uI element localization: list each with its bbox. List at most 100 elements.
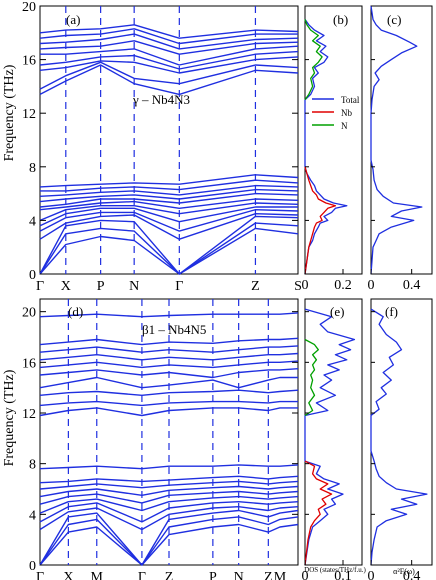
panel-d-kpoint-label-0: Γ [36, 570, 44, 580]
panel-b-frame [304, 5, 363, 275]
panel-f-xtick-label-0: 0 [368, 569, 375, 580]
panel-a-branch-9 [39, 188, 299, 203]
panel-a-ytick-label-4: 16 [22, 54, 36, 69]
panel-a-branch-5 [39, 206, 298, 227]
panel-b-curve-2 [304, 19, 323, 101]
panel-a-dispersion: 0 4 8 12 16 20 Γ X P N Γ Z S [22, 0, 302, 294]
panel-a-branch-6 [39, 202, 299, 222]
panel-a-ytick-label-3: 12 [22, 107, 36, 122]
panel-b-label: (b) [333, 12, 348, 27]
panel-a-branch-16 [39, 50, 299, 70]
panel-d-branch-1 [39, 516, 299, 566]
panel-d-kpoint-label-6: N [234, 570, 244, 580]
panel-a-branch-21 [39, 24, 299, 39]
panel-a-kpoint-label-0: Γ [36, 279, 44, 294]
panel-f-curve-0 [370, 308, 428, 566]
panel-c-label: (c) [387, 12, 401, 27]
panel-a-ytick-label-2: 8 [29, 161, 36, 176]
panel-d-ytick-label-3: 12 [22, 407, 36, 422]
panel-d-branch-2 [39, 509, 299, 566]
panel-f-xtick-label-1: 0.4 [403, 569, 421, 580]
ylabel-top: Frequency (THz) [2, 64, 17, 161]
panel-b-xtick-label-1: 0.2 [334, 278, 352, 293]
panel-a-kpoint-label-6: S [294, 279, 302, 294]
legend-nb-label: Nb [341, 108, 352, 118]
panel-d-ytick-label-5: 20 [22, 306, 36, 321]
panel-d-branch-15 [39, 368, 299, 379]
panel-a-branch-1 [39, 222, 299, 275]
panel-d-annotation: β1 – Nb4N5 [142, 322, 206, 337]
panel-a-annotation: γ – Nb4N3 [132, 92, 190, 107]
panel-d-ytick-label-1: 4 [29, 508, 36, 523]
panel-d-branch-18 [39, 345, 299, 353]
panel-a-branch-0 [39, 227, 299, 275]
panel-a-branch-14 [39, 61, 299, 90]
panel-a-branch-8 [39, 192, 299, 208]
panel-d-branch-6 [39, 490, 299, 505]
panel-a-branch-10 [39, 184, 299, 197]
panel-a-branch-3 [39, 212, 299, 240]
panel-e-xtick-label-1: 0.1 [334, 569, 352, 580]
dos-xlabel: DOS (states/THz/f.u.) [304, 566, 366, 574]
panel-a-kpoint-label-1: X [61, 279, 71, 294]
panel-d-branch-3 [39, 506, 299, 531]
panel-c-eliashberg: 0 0.4 [368, 5, 433, 293]
panel-f-label: (f) [385, 304, 398, 319]
panel-a-ytick-label-5: 20 [22, 0, 36, 15]
panel-a-branch-2 [39, 215, 299, 275]
panel-a-label: (a) [66, 12, 80, 27]
panel-a-branch-20 [39, 28, 298, 45]
panel-a-ytick-label-1: 4 [29, 214, 36, 229]
panel-d-branch-10 [39, 464, 299, 470]
panel-d-branch-0 [39, 523, 299, 566]
panel-d-branch-11 [39, 407, 298, 417]
panel-a-kpoint-label-5: Z [251, 279, 260, 294]
panel-d-ytick-label-2: 8 [29, 458, 36, 473]
panel-d-kpoint-label-1: X [63, 570, 73, 580]
legend: Total Nb N [312, 95, 360, 131]
panel-d-branch-8 [39, 480, 299, 490]
legend-n-label: N [341, 121, 348, 131]
panel-a-branch-4 [39, 208, 299, 232]
panel-d-branch-9 [39, 475, 299, 484]
panel-a-kpoint-label-4: Γ [175, 279, 183, 294]
panel-a-kpoint-label-2: P [97, 279, 105, 294]
panel-d-branch-4 [39, 501, 299, 523]
panel-d-branch-19 [39, 337, 299, 346]
panel-f-eliashberg: 0 0.4 [368, 298, 433, 580]
panel-a-branch-11 [40, 179, 299, 192]
panel-d-kpoint-label-3: Γ [138, 570, 146, 580]
panel-e-xtick-label-0: 0 [302, 569, 309, 580]
panel-d-branch-17 [39, 352, 299, 361]
panel-a-branch-7 [39, 198, 299, 211]
panel-e-curve-2 [304, 338, 319, 417]
panel-d-kpoint-label-5: P [209, 570, 217, 580]
panel-b-dos: 0 0.2 [302, 5, 363, 293]
panel-a-kpoint-label-3: N [129, 279, 139, 294]
panel-c-curve-0 [370, 5, 423, 275]
panel-a-branch-12 [39, 174, 299, 188]
panel-c-xtick-label-1: 0.4 [403, 278, 421, 293]
panel-a-ytick-label-0: 0 [29, 268, 36, 283]
eliashberg-xlabel: α²F(ω) [393, 567, 415, 576]
panel-d-branch-13 [39, 389, 299, 396]
panel-d-branch-20 [39, 312, 299, 318]
panel-a-branch-19 [39, 33, 299, 50]
panel-d-branch-14 [39, 376, 298, 389]
ylabel-bottom: Frequency (THz) [2, 369, 17, 466]
panel-e-label: (e) [330, 304, 344, 319]
panel-d-ytick-label-0: 0 [29, 559, 36, 574]
panel-a-branch-18 [39, 40, 299, 55]
panel-d-ytick-label-4: 16 [22, 356, 36, 371]
panel-e-dos: 0 0.1 [302, 298, 363, 580]
panel-c-xtick-label-0: 0 [368, 278, 375, 293]
panel-a-branch-15 [39, 56, 299, 74]
panel-b-xtick-label-0: 0 [302, 278, 309, 293]
panel-d-label: (d) [68, 304, 83, 319]
panel-a-frame [39, 5, 299, 275]
panel-d-branch-5 [39, 495, 299, 514]
panel-b-curve-1 [304, 166, 337, 275]
panel-e-curve-1 [304, 460, 333, 566]
